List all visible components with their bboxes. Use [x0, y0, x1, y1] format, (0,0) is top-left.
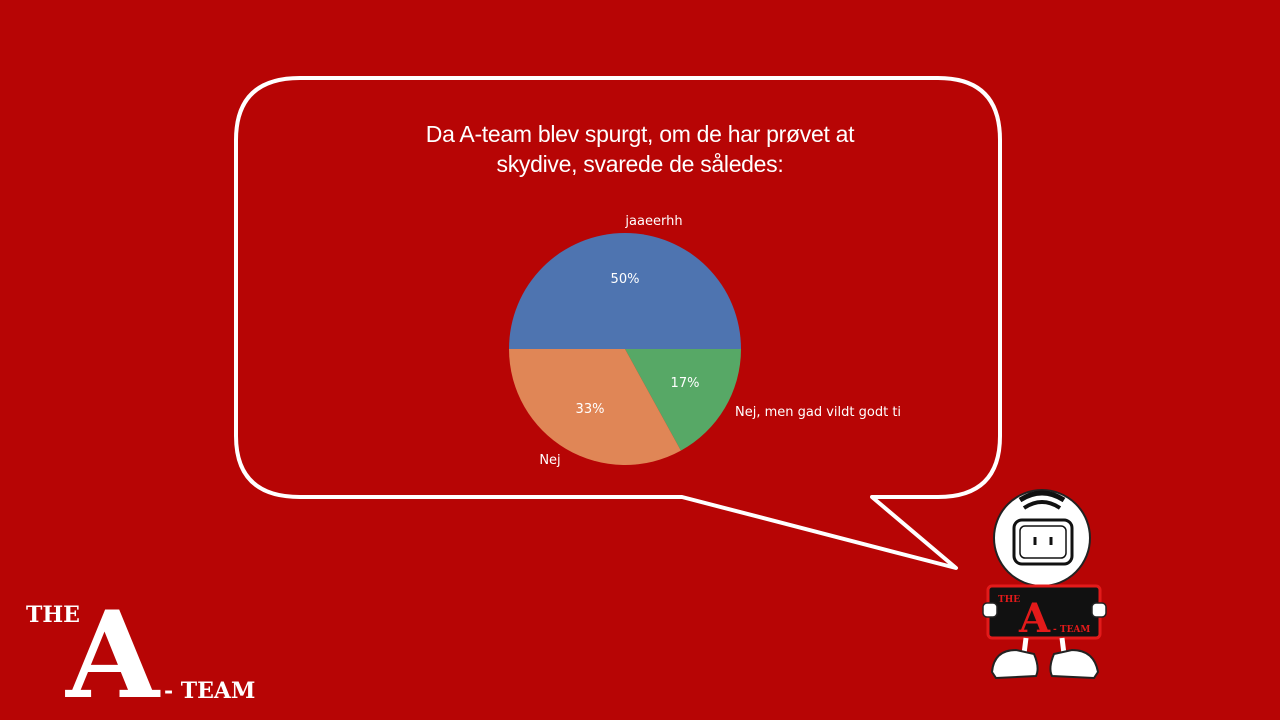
mascot-visor-inner: [1019, 525, 1067, 559]
chart-title-line-2: skydive, svarede de således:: [497, 151, 784, 177]
mascot-shoe-left: [990, 648, 1039, 680]
sign-team-text: - TEAM: [1053, 625, 1090, 635]
category-label-nej-men-gad: Nej, men gad vildt godt ti: [735, 405, 901, 420]
pie-slice-0: [509, 233, 741, 349]
mascot-hand-left: [982, 602, 998, 618]
chart-title-line-1: Da A-team blev spurgt, om de har prøvet …: [426, 121, 855, 147]
mascot-figure: THE A - TEAM: [982, 489, 1107, 680]
a-team-logo: THE A - TEAM: [26, 585, 255, 720]
value-label-50: 50%: [611, 272, 640, 287]
helmet-stripe-icon: [1018, 490, 1066, 503]
value-label-17: 17%: [671, 376, 700, 391]
pie-slice-1: [625, 349, 741, 451]
logo-a-letter: A: [65, 585, 161, 720]
category-label-nej: Nej: [539, 453, 560, 468]
pie-chart: [508, 233, 741, 466]
helmet-stripe-icon-2: [1022, 500, 1062, 510]
pie-slice-2: [508, 349, 681, 466]
mascot-hand-right: [1091, 602, 1107, 618]
logo-team-text: - TEAM: [164, 678, 255, 704]
mascot-shoe-right: [1049, 648, 1100, 680]
speech-bubble: [234, 76, 1002, 570]
value-label-33: 33%: [576, 402, 605, 417]
sign-the-text: THE: [998, 595, 1020, 605]
sign-a-letter: A: [1018, 595, 1051, 642]
category-label-jaaeerhh: jaaeerhh: [624, 214, 682, 229]
logo-the-text: THE: [26, 602, 80, 628]
